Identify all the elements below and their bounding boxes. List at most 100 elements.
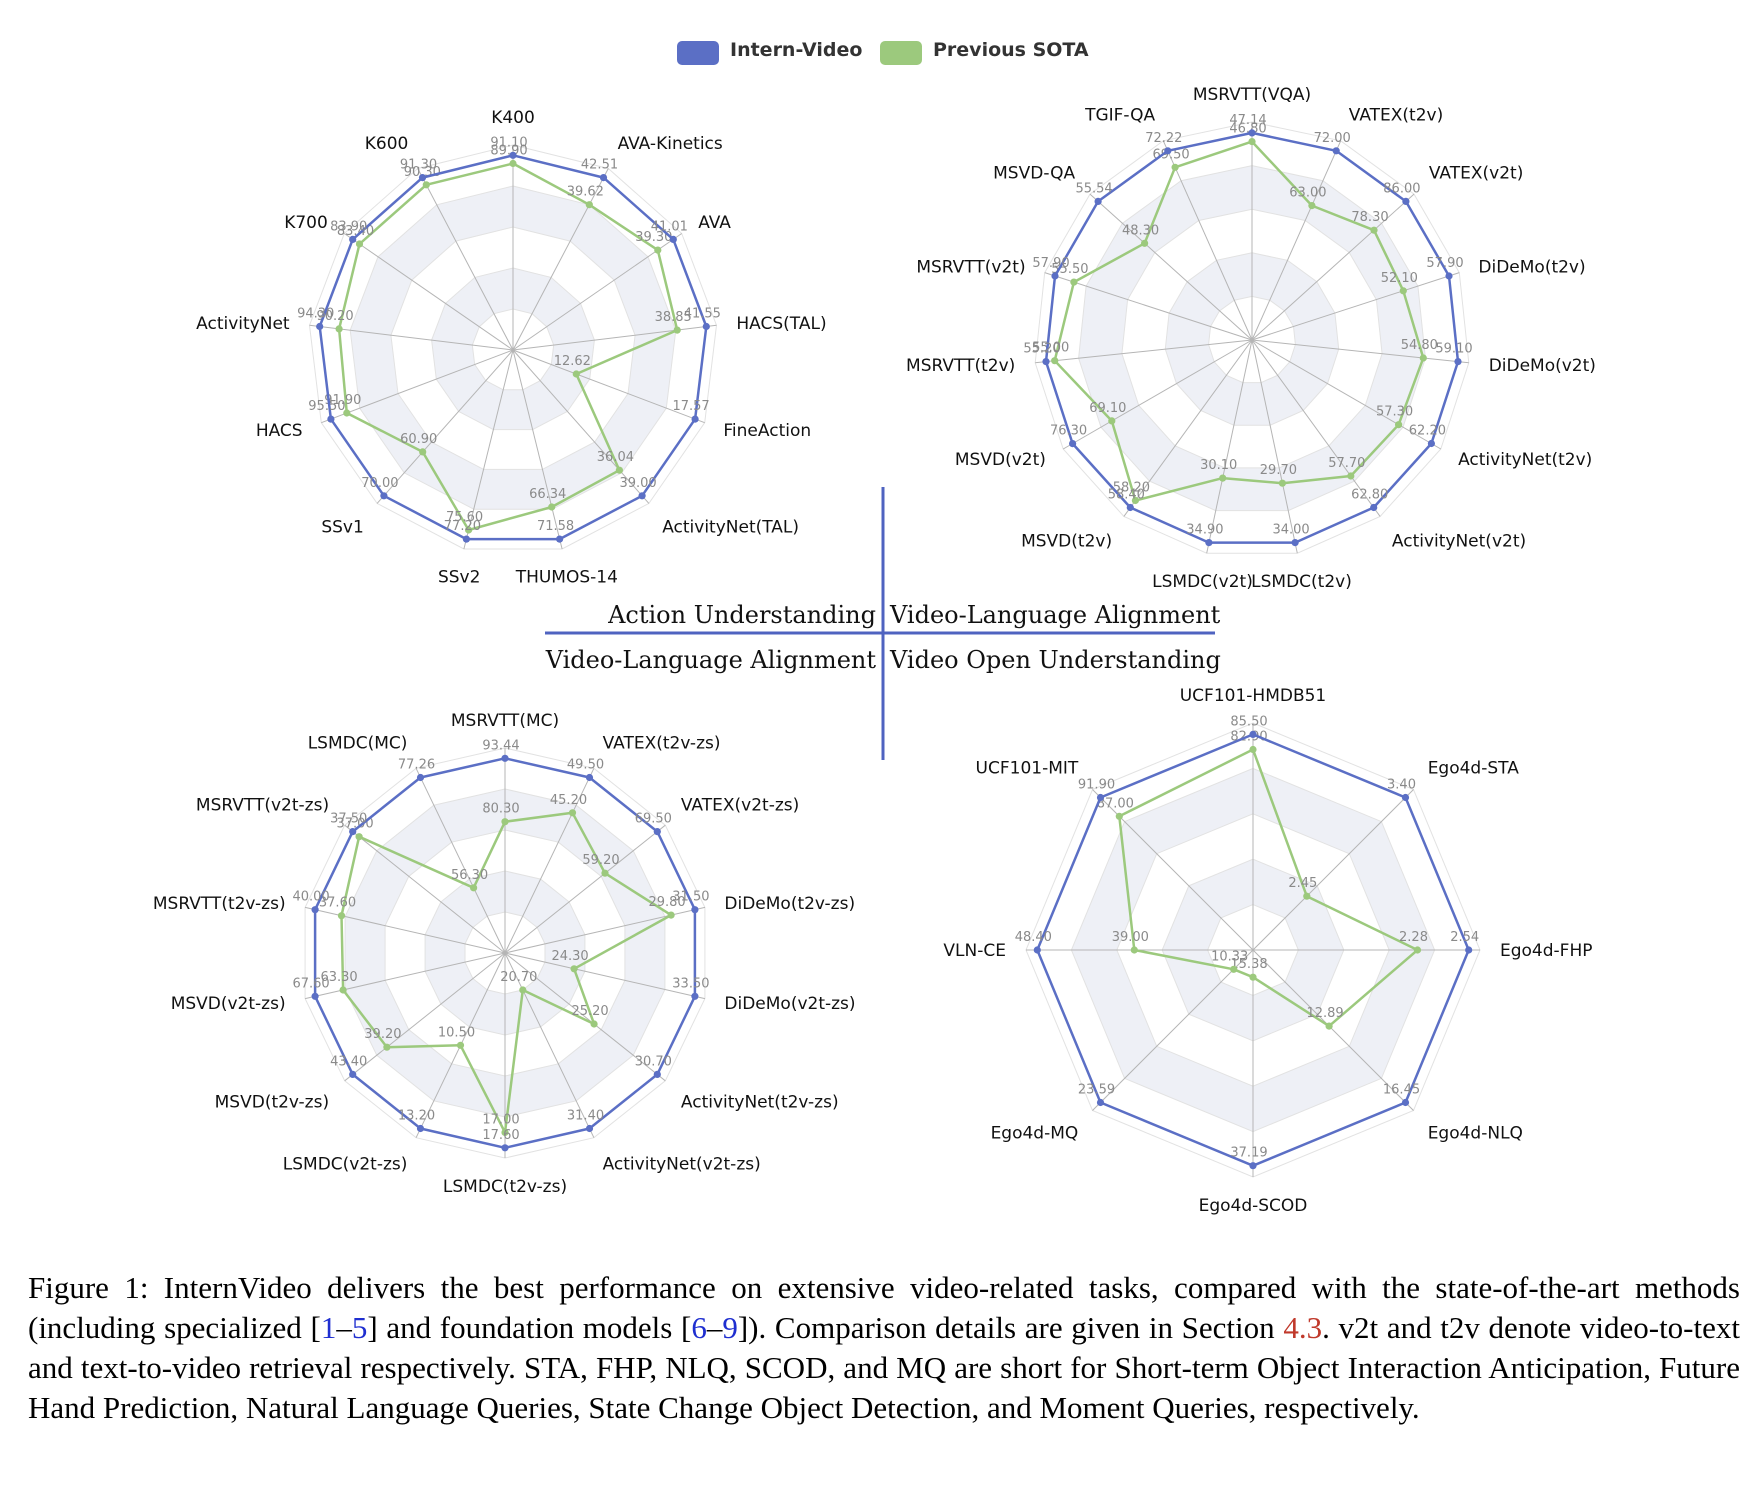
- radar-axis-ego4d-sta: [1252, 789, 1414, 951]
- citation-link-5[interactable]: 5: [351, 1310, 368, 1345]
- axis-label-lsmdc-v2t: LSMDC(v2t): [1152, 572, 1253, 592]
- section-link[interactable]: 4.3: [1283, 1310, 1323, 1345]
- data-point-intern-video-activitynet-t2v-zs: [653, 1070, 661, 1078]
- data-label-previous-sota-lsmdc-v2t: 30.10: [1200, 458, 1237, 473]
- axis-label-ava: AVA: [698, 213, 731, 233]
- data-label-intern-video-ucf101-hmdb51: 85.50: [1230, 714, 1267, 729]
- radar-axis-activitynet: [309, 324, 514, 351]
- data-point-previous-sota-k400: [509, 159, 517, 168]
- radar-chart-video-open-understanding: 82.902.452.2812.8915.3810.3339.0087.0085…: [943, 686, 1592, 1216]
- data-label-intern-video-vatex-v2t: 86.00: [1383, 181, 1420, 196]
- data-point-intern-video-vatex-v2t: [1402, 197, 1410, 205]
- data-label-intern-video-msvd-qa: 55.54: [1075, 181, 1112, 196]
- radar-axis-hacs-tal: [512, 324, 717, 351]
- data-label-previous-sota-lsmdc-v2t-zs: 10.50: [438, 1025, 475, 1040]
- data-label-intern-video-msvd-t2v-zs: 43.40: [330, 1054, 367, 1069]
- axis-label-lsmdc-t2v: LSMDC(t2v): [1251, 572, 1352, 592]
- radar-axis-ego4d-nlq: [1252, 949, 1414, 1111]
- data-label-previous-sota-msvd-v2t: 69.10: [1089, 401, 1126, 416]
- axis-label-ego4d-scod: Ego4d-SCOD: [1199, 1196, 1308, 1216]
- data-label-previous-sota-ego4d-sta: 2.45: [1288, 876, 1317, 891]
- citation-link-1[interactable]: 1: [320, 1310, 337, 1345]
- radar-axis-lsmdc-v2t: [1206, 339, 1253, 554]
- data-point-previous-sota-msvd-qa: [1141, 239, 1149, 247]
- axis-label-activitynet-v2t-zs: ActivityNet(v2t-zs): [603, 1155, 761, 1175]
- data-point-intern-video-fineaction: [691, 415, 699, 423]
- data-point-intern-video-ego4d-scod: [1249, 1162, 1257, 1170]
- data-point-intern-video-ssv1: [380, 492, 388, 500]
- data-point-intern-video-msrvtt-mc: [501, 754, 509, 762]
- axis-label-ego4d-nlq: Ego4d-NLQ: [1428, 1124, 1523, 1144]
- data-point-intern-video-thumos-14: [556, 535, 564, 543]
- citation-link-6[interactable]: 6: [691, 1310, 707, 1345]
- radar-axis-lsmdc-mc: [415, 768, 506, 954]
- axis-label-vatex-v2t-zs: VATEX(v2t-zs): [681, 796, 799, 816]
- data-label-previous-sota-fineaction: 12.62: [554, 354, 591, 369]
- radar-axis-msvd-qa: [1089, 193, 1253, 341]
- radar-axis-vatex-v2t-zs: [504, 824, 666, 954]
- radar-axis-ssv2: [463, 349, 514, 550]
- axis-label-activitynet-v2t: ActivityNet(v2t): [1392, 532, 1526, 552]
- data-point-intern-video-k600: [418, 174, 427, 182]
- axis-label-vatex-v2t: VATEX(v2t): [1429, 164, 1523, 184]
- data-point-intern-video-msvd-v2t: [1069, 440, 1077, 448]
- data-label-previous-sota-thumos-14: 66.34: [529, 487, 566, 502]
- data-point-previous-sota-lsmdc-v2t-zs: [456, 1041, 465, 1049]
- data-point-intern-video-hacs: [327, 415, 335, 423]
- axis-label-msvd-t2v-zs: MSVD(t2v-zs): [215, 1092, 329, 1112]
- axis-label-vatex-t2v: VATEX(t2v): [1349, 106, 1443, 126]
- data-label-previous-sota-lsmdc-t2v-zs: 17.00: [482, 1112, 519, 1127]
- data-label-intern-video-msvd-v2t: 76.30: [1050, 424, 1087, 439]
- citation-link-9[interactable]: 9: [722, 1310, 738, 1345]
- radar-axis-vatex-t2v-zs: [504, 768, 595, 954]
- radar-chart-video-language-alignment: 46.8063.0078.3052.1054.8057.3057.7029.70…: [906, 85, 1596, 592]
- data-label-previous-sota-msrvtt-t2v-zs: 37.60: [319, 896, 356, 911]
- data-point-intern-video-didemo-t2v-zs: [691, 906, 699, 914]
- axis-label-ego4d-fhp: Ego4d-FHP: [1500, 941, 1593, 961]
- data-point-previous-sota-msrvtt-v2t: [1070, 278, 1078, 286]
- data-point-intern-video-ava-kinetics: [599, 174, 608, 182]
- data-label-intern-video-fineaction: 17.57: [672, 399, 709, 414]
- data-point-previous-sota-lsmdc-t2v: [1278, 479, 1286, 487]
- data-point-intern-video-vatex-t2v-zs: [585, 773, 594, 782]
- data-point-intern-video-vatex-t2v: [1332, 147, 1340, 155]
- data-point-intern-video-k400: [509, 151, 517, 159]
- data-label-previous-sota-ava-kinetics: 39.62: [567, 185, 604, 200]
- legend-label-intern-video: Intern-Video: [730, 39, 862, 61]
- data-point-intern-video-msvd-t2v-zs: [349, 1070, 357, 1078]
- radar-axis-activitynet-tal: [512, 349, 650, 504]
- data-label-intern-video-didemo-t2v-zs: 31.50: [672, 890, 709, 905]
- data-label-intern-video-activitynet: 94.30: [297, 307, 334, 322]
- series-line-previous-sota: [337, 162, 679, 532]
- quadrant-label-top-right: Video-Language Alignment: [889, 601, 1221, 629]
- series-line-previous-sota: [1053, 140, 1425, 502]
- axis-label-tgif-qa: TGIF-QA: [1084, 106, 1155, 126]
- data-point-previous-sota-activitynet-v2t: [1347, 472, 1355, 480]
- axis-label-vatex-t2v-zs: VATEX(t2v-zs): [603, 733, 721, 753]
- data-label-previous-sota-tgif-qa: 69.50: [1152, 147, 1189, 162]
- axis-label-msrvtt-mc: MSRVTT(MC): [451, 711, 559, 731]
- data-point-previous-sota-ava-kinetics: [585, 201, 593, 209]
- data-point-previous-sota-activitynet-t2v-zs: [590, 1020, 598, 1028]
- axis-label-activitynet-t2v-zs: ActivityNet(t2v-zs): [681, 1092, 839, 1112]
- data-label-intern-video-hacs-tal: 41.55: [684, 307, 721, 322]
- axis-label-vln-ce: VLN-CE: [943, 941, 1006, 961]
- data-label-intern-video-activitynet-t2v-zs: 30.70: [635, 1054, 672, 1069]
- data-label-intern-video-didemo-v2t: 59.10: [1435, 342, 1472, 357]
- data-point-intern-video-activitynet: [316, 322, 324, 331]
- axis-label-k400: K400: [491, 108, 535, 128]
- data-label-intern-video-msrvtt-v2t-zs: 37.50: [330, 812, 367, 827]
- axis-label-didemo-t2v-zs: DiDeMo(t2v-zs): [724, 894, 855, 914]
- data-label-intern-video-didemo-v2t-zs: 33.50: [672, 976, 709, 991]
- data-point-intern-video-k700: [349, 235, 357, 243]
- data-point-intern-video-didemo-t2v: [1445, 272, 1453, 280]
- data-label-intern-video-msvd-v2t-zs: 67.60: [292, 976, 329, 991]
- axis-label-hacs-tal: HACS(TAL): [736, 314, 826, 334]
- axis-label-msrvtt-t2v: MSRVTT(t2v): [906, 356, 1015, 376]
- data-point-intern-video-lsmdc-v2t-zs: [416, 1124, 425, 1133]
- radar-axis-ava: [512, 233, 682, 351]
- radar-axis-msrvtt-t2v: [1035, 339, 1253, 364]
- data-label-intern-video-didemo-t2v: 57.90: [1426, 256, 1463, 271]
- data-label-previous-sota-ego4d-mq: 10.33: [1211, 949, 1248, 964]
- data-label-previous-sota-msvd-qa: 48.30: [1122, 223, 1159, 238]
